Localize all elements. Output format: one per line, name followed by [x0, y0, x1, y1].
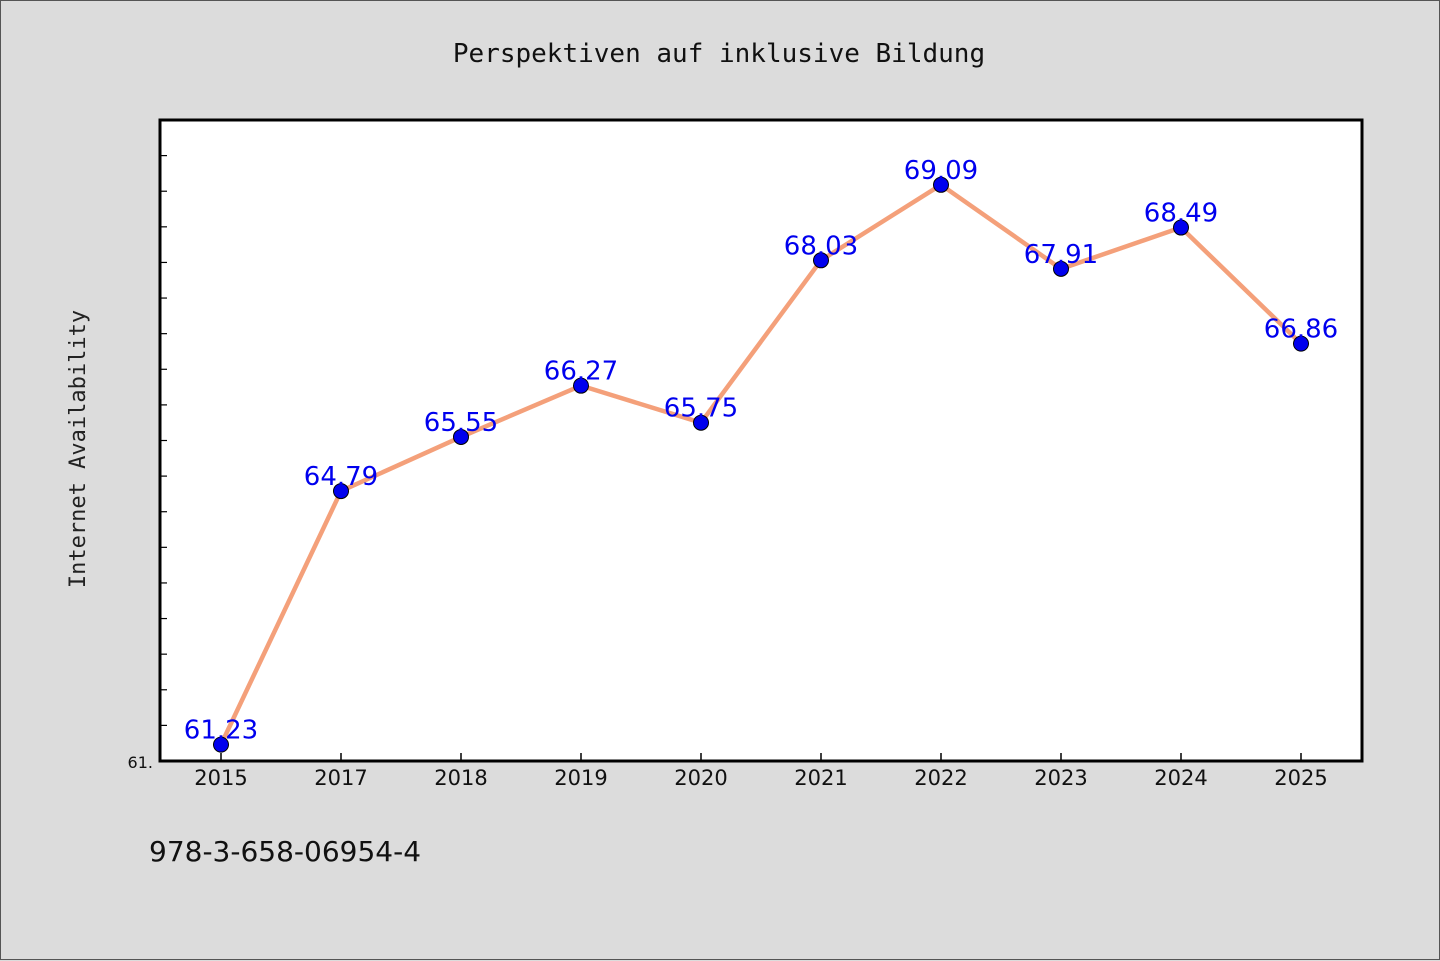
data-point — [813, 252, 829, 269]
data-label: 61.23 — [184, 716, 258, 746]
series-layer: 61.23 64.79 65.55 66.27 65.75 68.03 69.09 67.91… — [184, 156, 1338, 753]
data-label: 67.91 — [1024, 240, 1098, 270]
data-point — [213, 736, 229, 753]
x-tick-label: 2015 — [194, 766, 247, 790]
y-axis-ticks — [160, 119, 167, 762]
x-tick-label: 2024 — [1154, 766, 1207, 790]
x-tick-label: 2017 — [314, 766, 367, 790]
data-point — [573, 377, 589, 394]
isbn-footer: 978-3-658-06954-4 — [149, 835, 422, 868]
x-tick-label: 2021 — [794, 766, 847, 790]
data-label: 68.03 — [784, 231, 858, 261]
x-tick-label: 2022 — [914, 766, 967, 790]
x-tick-label: 2023 — [1034, 766, 1087, 790]
series-line — [218, 182, 1304, 747]
data-point — [1053, 260, 1069, 277]
plot-area — [158, 118, 1364, 763]
data-label: 64.79 — [304, 462, 378, 492]
x-tick-label: 2025 — [1274, 766, 1327, 790]
data-label: 65.75 — [664, 394, 738, 424]
data-point — [333, 483, 349, 500]
x-tick-label: 2018 — [434, 766, 487, 790]
data-label: 66.27 — [544, 357, 618, 387]
x-axis-ticks: 2015 2017 2018 2019 2020 2021 2022 2023 2024 2025 — [194, 753, 1328, 790]
data-point — [693, 414, 709, 431]
data-point — [1293, 335, 1309, 352]
chart-title: Perspektiven auf inklusive Bildung — [453, 39, 985, 69]
data-point — [1173, 219, 1189, 236]
x-tick-label: 2019 — [554, 766, 607, 790]
data-label: 66.86 — [1264, 315, 1338, 345]
x-tick-label: 2020 — [674, 766, 727, 790]
y-tick-label: 61. — [128, 753, 153, 772]
y-axis-label: Internet Availability — [66, 310, 91, 588]
data-label: 65.55 — [424, 408, 498, 438]
data-label: 68.49 — [1144, 199, 1218, 229]
data-point — [933, 176, 949, 193]
data-label: 69.09 — [904, 156, 978, 186]
data-point — [453, 428, 469, 445]
